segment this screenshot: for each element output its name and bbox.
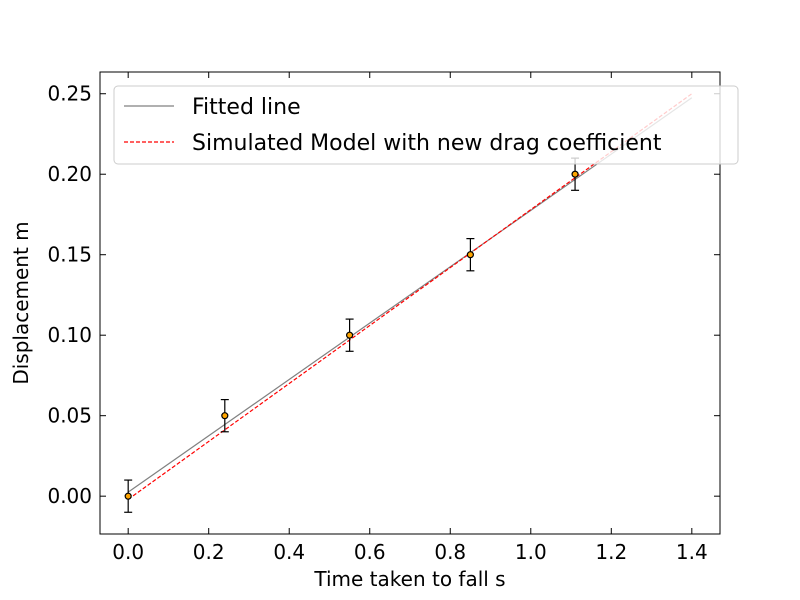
data-point — [466, 238, 475, 272]
x-tick-label: 0.4 — [273, 540, 305, 564]
data-marker — [466, 251, 474, 259]
x-axis-label: Time taken to fall s — [313, 567, 505, 591]
x-tick-label: 1.2 — [595, 540, 627, 564]
x-tick-label: 0.8 — [434, 540, 466, 564]
y-tick-label: 0.20 — [47, 162, 92, 186]
y-tick-label: 0.05 — [47, 404, 92, 428]
x-tick-label: 0.6 — [354, 540, 386, 564]
plot-frame — [99, 71, 721, 535]
y-tick-label: 0.00 — [47, 484, 92, 508]
data-point — [124, 479, 133, 513]
x-tick-label: 1.0 — [515, 540, 547, 564]
y-tick-label: 0.10 — [47, 323, 92, 347]
data-marker — [571, 170, 579, 178]
x-axis: 0.0 0.2 0.4 0.6 0.8 1.0 1.2 1.4 — [112, 72, 708, 564]
y-axis: 0.00 0.05 0.10 0.15 0.20 0.25 — [47, 82, 720, 508]
data-point — [345, 318, 354, 352]
y-axis-label: Displacement m — [9, 221, 33, 384]
legend-label-simulated-model: Simulated Model with new drag coefficien… — [192, 131, 662, 156]
legend-label-fitted-line: Fitted line — [192, 95, 301, 120]
y-tick-label: 0.25 — [47, 82, 92, 106]
data-marker — [346, 331, 354, 339]
y-tick-label: 0.15 — [47, 243, 92, 267]
x-tick-label: 0.2 — [193, 540, 225, 564]
data-marker — [124, 492, 132, 500]
x-tick-label: 1.4 — [676, 540, 708, 564]
legend-box — [113, 85, 739, 165]
data-point — [220, 398, 229, 433]
x-tick-label: 0.0 — [112, 540, 144, 564]
legend: Fitted line Simulated Model with new dra… — [113, 85, 739, 165]
data-marker — [221, 412, 229, 420]
